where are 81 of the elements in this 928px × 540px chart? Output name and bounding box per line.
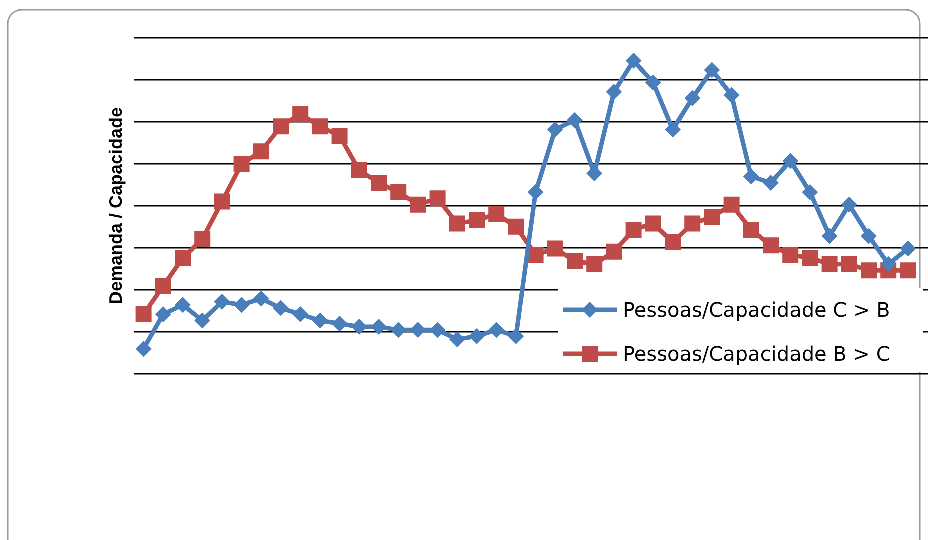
point (900, 262, 916, 279)
point (861, 228, 877, 244)
point (449, 332, 466, 348)
point (861, 262, 877, 279)
point (332, 128, 348, 144)
point (704, 62, 720, 78)
point (665, 234, 681, 250)
point (194, 312, 211, 329)
point (645, 74, 662, 91)
point (449, 216, 466, 232)
point (371, 319, 387, 336)
point (743, 168, 760, 185)
point (273, 300, 289, 316)
point (292, 306, 309, 323)
point (155, 306, 172, 323)
point (547, 240, 564, 257)
point (292, 106, 309, 122)
point (136, 340, 152, 357)
point (684, 216, 701, 232)
point (253, 144, 270, 160)
legend-label: Pessoas/Capacidade B > C (623, 342, 890, 366)
point (704, 209, 720, 226)
point (234, 156, 250, 172)
point (175, 250, 191, 266)
point (645, 216, 662, 232)
point (351, 162, 368, 178)
point (351, 319, 368, 336)
point (665, 122, 681, 138)
point (273, 118, 289, 135)
point (684, 90, 701, 106)
point (567, 253, 583, 270)
point (371, 174, 387, 191)
legend-label: Pessoas/Capacidade C > B (623, 298, 890, 322)
y-axis-title: Demanda / Capacidade (106, 107, 126, 305)
point (606, 84, 622, 100)
point (488, 206, 505, 222)
point (508, 328, 524, 344)
point (312, 118, 328, 135)
point (802, 250, 818, 266)
point (900, 240, 916, 257)
point (214, 294, 230, 310)
point (508, 218, 524, 235)
point (528, 247, 544, 264)
point (332, 316, 348, 332)
point (430, 322, 446, 338)
point (841, 256, 858, 272)
point (469, 328, 485, 344)
point (410, 196, 426, 213)
point (626, 52, 642, 69)
point (782, 247, 799, 264)
point (586, 166, 603, 182)
point (488, 322, 505, 338)
point (547, 122, 564, 138)
point (763, 238, 779, 254)
point (724, 196, 740, 213)
point (802, 184, 818, 200)
point (724, 87, 740, 104)
point (606, 244, 622, 260)
point (469, 212, 485, 229)
point (743, 222, 760, 238)
point (253, 290, 270, 307)
point (626, 222, 642, 238)
point (430, 190, 446, 207)
point (586, 256, 603, 272)
point (410, 322, 426, 338)
point (234, 297, 250, 314)
point (822, 228, 838, 244)
point (880, 256, 897, 272)
point (194, 231, 211, 248)
point (528, 184, 544, 200)
point (175, 297, 191, 314)
point (155, 278, 172, 294)
point (763, 174, 779, 191)
point (841, 196, 858, 213)
point (136, 306, 152, 323)
point (214, 194, 230, 210)
point (390, 184, 407, 200)
point (822, 256, 838, 272)
point (782, 153, 799, 170)
point (567, 112, 583, 128)
point (312, 312, 328, 329)
